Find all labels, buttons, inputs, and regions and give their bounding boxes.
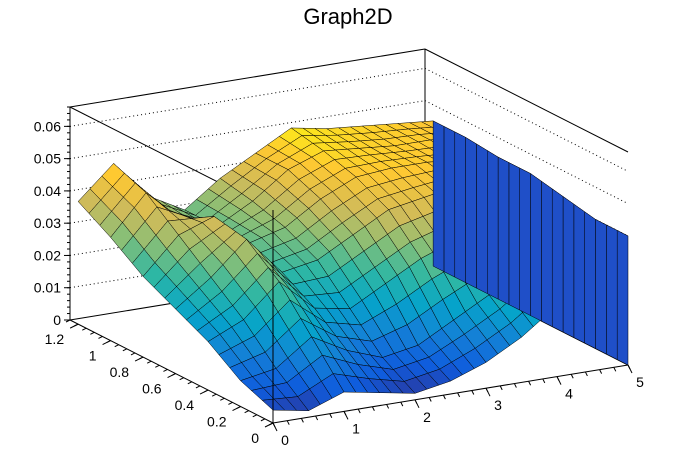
z-tick-label: 0.02 xyxy=(34,247,61,263)
y-minor-tick xyxy=(220,397,225,401)
x-minor-tick xyxy=(414,399,418,405)
y-minor-tick xyxy=(195,385,201,389)
x-minor-tick xyxy=(300,418,304,423)
z-tick-label: 0.01 xyxy=(34,280,61,296)
axis-box-edge xyxy=(424,48,629,153)
y-minor-tick xyxy=(73,323,79,327)
surface-side-wall xyxy=(551,188,564,333)
x-tick-label: 4 xyxy=(565,386,573,402)
x-tick-label: 0 xyxy=(281,432,289,448)
y-minor-tick xyxy=(106,340,111,344)
surface-side-wall xyxy=(497,156,510,305)
x-tick-label: 2 xyxy=(423,409,431,425)
y-minor-tick xyxy=(122,348,128,352)
y-axis xyxy=(69,319,274,424)
surface-side-wall xyxy=(454,131,466,284)
x-minor-tick xyxy=(613,367,617,372)
y-minor-tick xyxy=(98,336,103,339)
surface-side-wall xyxy=(595,219,607,355)
y-minor-tick xyxy=(65,319,71,323)
x-minor-tick xyxy=(485,387,489,393)
x-minor-tick xyxy=(499,385,503,391)
y-tick-label: 0.4 xyxy=(175,397,195,413)
surface-side-wall xyxy=(443,125,456,278)
x-minor-tick xyxy=(471,390,475,395)
y-minor-tick xyxy=(268,422,274,426)
surface-side-wall xyxy=(432,120,445,273)
x-minor-tick xyxy=(542,378,546,384)
surface-side-wall xyxy=(573,203,585,344)
x-minor-tick xyxy=(386,404,390,409)
y-tick-label: 0.8 xyxy=(110,364,130,380)
y-tick-label: 1 xyxy=(89,348,97,364)
y-minor-tick xyxy=(236,406,241,409)
x-minor-tick xyxy=(528,381,532,386)
surface-side-wall xyxy=(519,167,531,316)
z-gridline xyxy=(69,67,426,127)
surface-side-wall xyxy=(616,230,629,366)
y-minor-tick xyxy=(203,389,209,393)
x-minor-tick xyxy=(343,411,347,416)
x-minor-tick xyxy=(627,364,631,370)
y-minor-tick xyxy=(187,381,193,385)
x-tick-label: 3 xyxy=(494,397,502,413)
z-tick-label: 0.05 xyxy=(34,151,61,167)
y-minor-tick xyxy=(163,368,168,372)
x-tick-label: 5 xyxy=(636,374,644,390)
surface-side-wall xyxy=(487,150,499,300)
y-minor-tick xyxy=(146,360,152,364)
x-tick-label: 1 xyxy=(352,420,360,436)
x-minor-tick xyxy=(371,406,375,411)
surface-side-wall xyxy=(562,196,575,338)
z-tick-label: 0.04 xyxy=(34,183,61,199)
surface-side-wall xyxy=(541,180,553,327)
x-minor-tick xyxy=(428,397,432,402)
y-minor-tick xyxy=(244,410,249,414)
surface-side-wall xyxy=(530,173,542,322)
surface-side-wall xyxy=(476,143,488,294)
x-minor-tick xyxy=(286,420,290,425)
x-minor-tick xyxy=(315,415,319,421)
x-minor-tick xyxy=(357,408,361,414)
surface-side-wall xyxy=(606,224,618,360)
surface-cell xyxy=(261,398,286,411)
z-tick-label: 0.03 xyxy=(34,215,61,231)
x-axis xyxy=(272,364,629,424)
y-minor-tick xyxy=(130,352,136,356)
y-minor-tick xyxy=(114,344,119,348)
x-minor-tick xyxy=(457,392,461,398)
z-tick-label: 0.06 xyxy=(34,118,61,134)
chart-title: Graph2D xyxy=(303,4,393,29)
z-tick-label: 0 xyxy=(53,312,61,328)
x-minor-tick xyxy=(400,401,404,407)
y-minor-tick xyxy=(171,373,176,377)
y-minor-tick xyxy=(90,331,95,335)
y-minor-tick xyxy=(260,418,266,422)
y-tick-label: 0.2 xyxy=(207,414,227,430)
x-minor-tick xyxy=(584,371,588,377)
x-minor-tick xyxy=(329,413,333,418)
y-minor-tick xyxy=(179,377,184,381)
y-tick-label: 0.6 xyxy=(142,381,162,397)
surface-side-wall xyxy=(465,136,477,289)
y-tick-label: 0 xyxy=(251,430,259,446)
x-minor-tick xyxy=(442,394,446,400)
y-minor-tick xyxy=(252,414,257,418)
x-minor-tick xyxy=(556,376,560,381)
y-minor-tick xyxy=(138,356,144,360)
x-minor-tick xyxy=(599,369,603,374)
x-minor-tick xyxy=(513,383,517,388)
y-tick-label: 1.2 xyxy=(45,331,65,347)
y-minor-tick xyxy=(211,393,217,397)
y-minor-tick xyxy=(155,364,160,368)
axis-box-edge xyxy=(69,48,426,108)
surface-side-wall xyxy=(508,162,520,311)
x-minor-tick xyxy=(272,422,276,428)
y-minor-tick xyxy=(228,401,233,405)
y-minor-tick xyxy=(82,327,87,331)
surface-side-wall xyxy=(584,211,596,349)
x-minor-tick xyxy=(570,374,574,379)
